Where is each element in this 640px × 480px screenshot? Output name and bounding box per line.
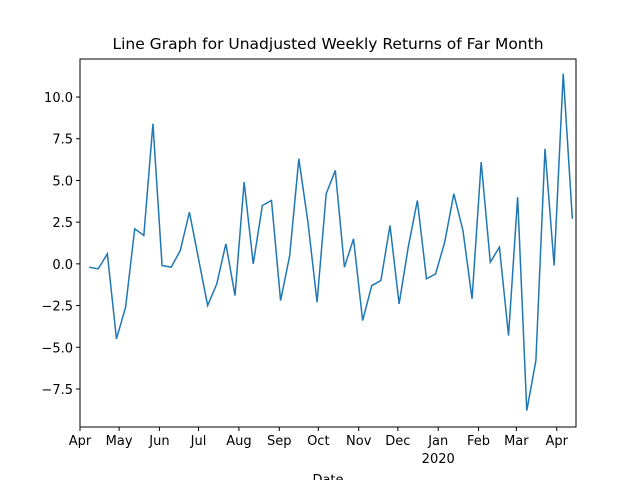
- x-axis-label: Date: [312, 473, 343, 480]
- x-tick-label: Apr: [546, 434, 569, 449]
- x-tick-label: Sep: [267, 434, 292, 449]
- x-tick-label: Nov: [346, 434, 372, 449]
- chart-title: Line Graph for Unadjusted Weekly Returns…: [112, 35, 543, 53]
- y-tick-label: 5.0: [52, 174, 73, 189]
- x-tick-label: Jul: [190, 434, 207, 449]
- x-tick-label: Jan: [427, 434, 448, 449]
- data-line: [88, 73, 574, 411]
- y-tick-label: 2.5: [52, 216, 73, 231]
- x-tick-label: Jun: [148, 434, 169, 449]
- y-tick-label: −5.0: [41, 341, 73, 356]
- x-tick-year-label: 2020: [422, 452, 455, 467]
- x-tick-label: Oct: [307, 434, 329, 449]
- x-tick-label: Mar: [504, 434, 529, 449]
- y-tick-label: 7.5: [52, 133, 73, 148]
- y-tick-label: −2.5: [41, 300, 73, 315]
- y-tick-label: 10.0: [44, 91, 73, 106]
- y-tick-label: −7.5: [41, 383, 73, 398]
- x-tick-label: Dec: [385, 434, 410, 449]
- x-tick-label: Feb: [467, 434, 490, 449]
- y-tick-label: 0.0: [52, 258, 73, 273]
- x-tick-label: May: [106, 434, 133, 449]
- x-tick-label: Apr: [69, 434, 92, 449]
- plot-frame: [79, 58, 577, 428]
- x-tick-label: Aug: [226, 434, 251, 449]
